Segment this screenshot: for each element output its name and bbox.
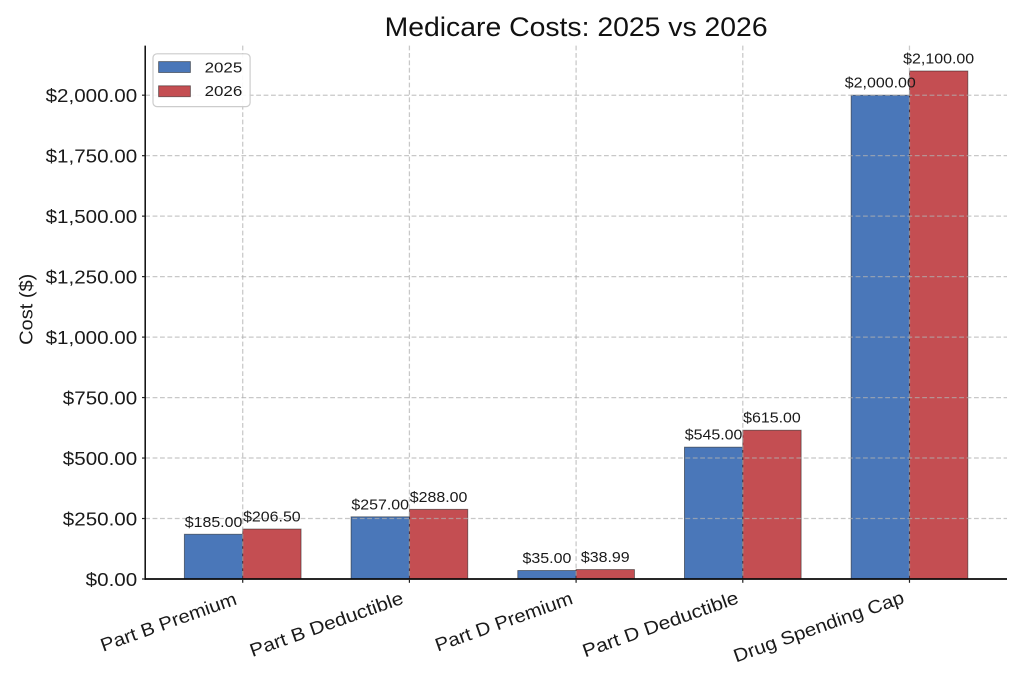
svg-text:$615.00: $615.00 [743, 411, 801, 427]
svg-text:$1,500.00: $1,500.00 [46, 206, 138, 227]
svg-text:$185.00: $185.00 [185, 515, 243, 531]
svg-text:$38.99: $38.99 [581, 550, 630, 566]
svg-text:$2,100.00: $2,100.00 [903, 52, 974, 68]
svg-text:$750.00: $750.00 [63, 387, 137, 408]
svg-text:$257.00: $257.00 [351, 497, 409, 513]
svg-text:$1,250.00: $1,250.00 [46, 266, 138, 287]
svg-text:$206.50: $206.50 [243, 510, 301, 526]
svg-text:2025: 2025 [205, 60, 243, 77]
svg-text:$250.00: $250.00 [63, 508, 137, 529]
svg-text:$288.00: $288.00 [410, 490, 468, 506]
svg-text:$0.00: $0.00 [86, 569, 138, 590]
svg-text:$2,000.00: $2,000.00 [46, 85, 138, 106]
svg-text:$1,000.00: $1,000.00 [46, 327, 138, 348]
svg-text:$545.00: $545.00 [685, 428, 743, 444]
svg-text:$35.00: $35.00 [523, 551, 572, 567]
svg-text:$2,000.00: $2,000.00 [845, 76, 916, 92]
svg-text:Cost ($): Cost ($) [16, 274, 37, 345]
svg-text:2026: 2026 [205, 83, 243, 100]
svg-text:$500.00: $500.00 [63, 448, 137, 469]
svg-text:Medicare Costs: 2025 vs 2026: Medicare Costs: 2025 vs 2026 [385, 12, 768, 42]
svg-text:$1,750.00: $1,750.00 [46, 145, 138, 166]
